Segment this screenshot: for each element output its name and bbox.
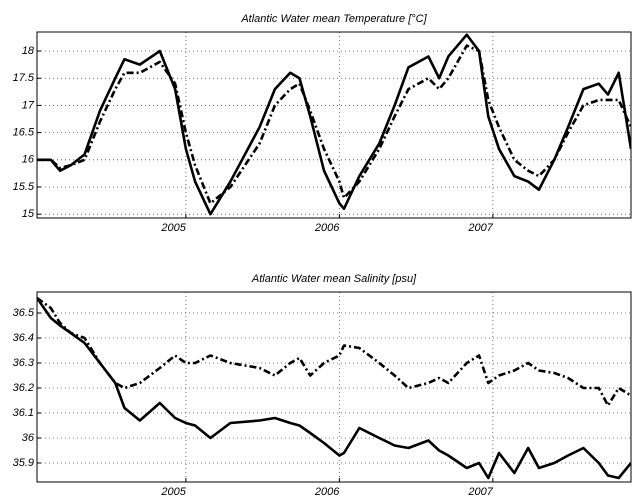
y-tick-label: 36.3 [13, 357, 35, 369]
y-tick-label: 36 [22, 432, 35, 444]
data-line [37, 297, 631, 480]
chart-title: Atlantic Water mean Temperature [°C] [240, 13, 427, 25]
plot-frame [36, 291, 632, 483]
y-tick-label: 16 [22, 154, 35, 166]
y-tick-label: 17.5 [13, 72, 35, 84]
y-tick-label: 36.1 [13, 407, 34, 419]
chart-title: Atlantic Water mean Salinity [psu] [251, 273, 417, 285]
plot-frame [36, 31, 632, 219]
y-tick-label: 35.9 [13, 457, 34, 469]
data-line [37, 296, 631, 407]
y-tick-label: 16.5 [13, 127, 35, 139]
x-tick-label: 2007 [467, 486, 493, 498]
data-line [37, 44, 631, 205]
data-line [37, 33, 631, 216]
x-tick-label: 2005 [160, 486, 186, 498]
x-tick-label: 2005 [160, 222, 186, 234]
x-tick-label: 2006 [314, 486, 340, 498]
x-tick-label: 2007 [467, 222, 493, 234]
y-tick-label: 36.2 [13, 382, 34, 394]
y-tick-label: 15.5 [13, 181, 35, 193]
y-tick-label: 36.5 [13, 307, 35, 319]
y-tick-label: 18 [22, 45, 35, 57]
y-tick-label: 15 [22, 208, 35, 220]
y-tick-label: 17 [22, 99, 35, 111]
y-tick-label: 36.4 [13, 332, 34, 344]
x-tick-label: 2006 [314, 222, 340, 234]
